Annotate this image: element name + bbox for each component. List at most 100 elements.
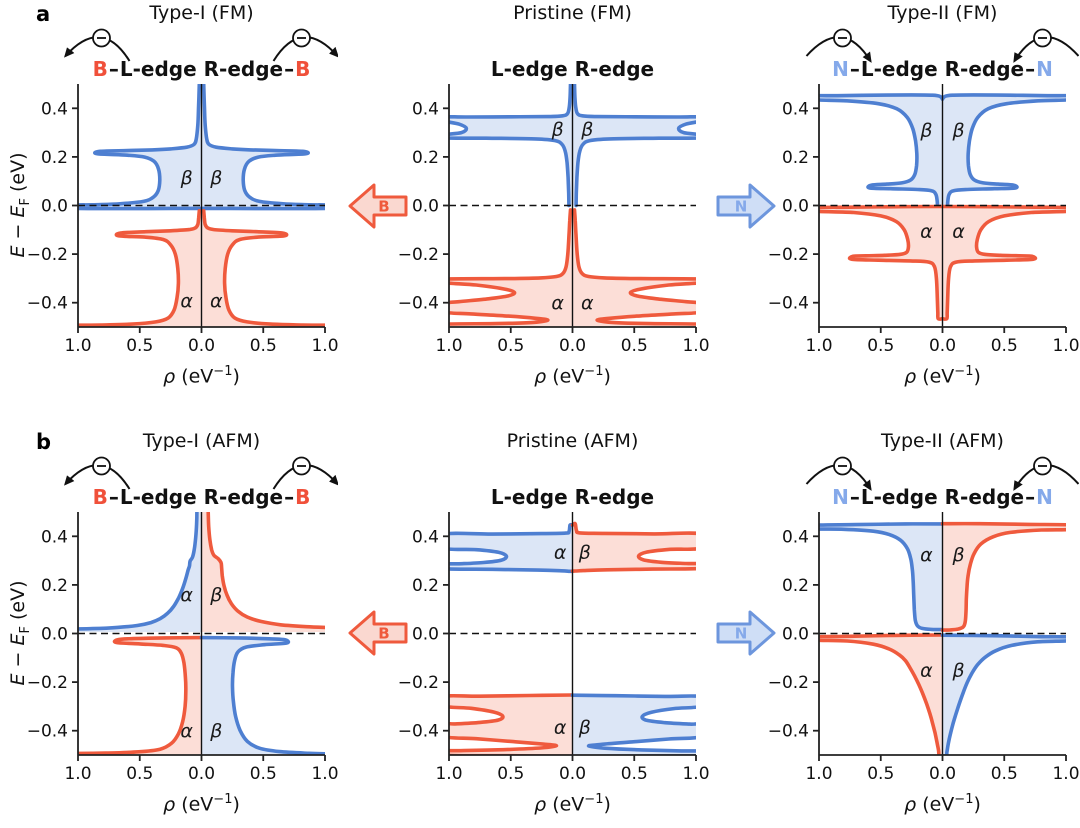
- dos-plot-type1-fm: 0.4 0.2 0.0 −0.2 −0.4 1.0 0.5 0.0 0.5 1.0 β β α α: [27, 28, 338, 356]
- l-edge-label: L-edge: [860, 485, 938, 509]
- dos-curve-blue-L: [819, 522, 945, 632]
- r-edge-label: R-edge: [203, 57, 284, 81]
- arrow-letter-B: B: [378, 198, 389, 216]
- x-axis-label: ρ (eV−1): [449, 364, 696, 387]
- spin-label-β: β: [919, 120, 932, 142]
- panel-title: Pristine (AFM): [506, 430, 639, 452]
- y-tick-label: 0.2: [782, 576, 809, 596]
- y-tick-label: −0.2: [768, 673, 809, 693]
- edge-label: B–L-edge R-edge–B: [78, 485, 325, 509]
- x-axis-label: ρ (eV−1): [819, 364, 1066, 387]
- xlabel-unit: (eV: [175, 365, 214, 388]
- dos-fill-blue-L: [449, 524, 573, 572]
- l-edge-label: L-edge: [490, 485, 568, 509]
- dos-curves: [78, 512, 325, 755]
- dos-fill-red-L: [449, 209, 573, 327]
- y-tick-label: 0.0: [412, 625, 439, 645]
- dash: –: [849, 57, 860, 81]
- y-tick-label: 0.4: [41, 527, 68, 547]
- x-tick-label: 0.5: [621, 336, 648, 356]
- dos-fill-red-R: [572, 209, 696, 327]
- spin-label-α: α: [554, 542, 567, 564]
- xlabel-sup: −1: [584, 792, 604, 807]
- xlabel-sup: −1: [954, 792, 974, 807]
- edge-label: N–L-edge R-edge–N: [819, 485, 1066, 509]
- xlabel-sup: −1: [584, 364, 604, 379]
- x-tick-label: 0.5: [621, 764, 648, 784]
- spin-label-α: α: [210, 290, 223, 312]
- xlabel-rho: ρ: [904, 365, 917, 388]
- n-doping-arrow-right-fm: N: [714, 178, 778, 234]
- dos-fill-blue-R: [942, 635, 1066, 755]
- dos-curve-blue-L: [78, 512, 199, 631]
- spin-label-β: β: [951, 120, 964, 142]
- y-tick-label: 0.4: [41, 99, 68, 119]
- x-tick-label: 0.0: [929, 336, 956, 356]
- dos-fill-blue-L: [78, 512, 202, 632]
- xlabel-close: ): [232, 365, 240, 388]
- x-tick-label: 1.0: [64, 764, 91, 784]
- edge-label: L-edge R-edge: [449, 57, 696, 81]
- r-edge-label: R-edge: [574, 57, 655, 81]
- dos-fill-red-R: [942, 523, 1066, 631]
- dos-curves: [819, 93, 1066, 321]
- spin-label-α: α: [920, 221, 933, 243]
- y-tick-label: −0.2: [27, 245, 68, 265]
- dos-curves: [78, 84, 325, 327]
- dos-fill-red-R: [201, 512, 325, 632]
- dos-fill-red-L: [819, 206, 943, 320]
- spin-label-α: α: [180, 584, 193, 606]
- x-tick-label: 0.5: [250, 764, 277, 784]
- y-tick-label: 0.4: [412, 527, 439, 547]
- spin-label-β: β: [551, 118, 564, 140]
- x-tick-label: 1.0: [805, 764, 832, 784]
- x-tick-label: 0.5: [867, 764, 894, 784]
- x-axis-label: ρ (eV−1): [78, 792, 325, 815]
- x-tick-label: 1.0: [805, 336, 832, 356]
- x-tick-label: 0.0: [559, 764, 586, 784]
- y-tick-label: −0.4: [398, 722, 439, 742]
- dos-plot-type2-fm: 0.4 0.2 0.0 −0.2 −0.4 1.0 0.5 0.0 0.5 1.0 β β α α: [768, 28, 1079, 356]
- x-tick-label: 0.5: [991, 764, 1018, 784]
- dos-curve-red-L: [78, 635, 204, 755]
- dos-fill-blue-R: [201, 84, 325, 209]
- x-tick-label: 1.0: [682, 336, 709, 356]
- x-tick-label: 0.5: [497, 764, 524, 784]
- y-tick-label: 0.2: [412, 148, 439, 168]
- spin-label-β: β: [580, 118, 593, 140]
- dopant-label-left: N: [832, 57, 849, 81]
- x-tick-label: 0.5: [126, 764, 153, 784]
- spin-label-α: α: [180, 720, 193, 742]
- arrow-letter-B: B: [378, 625, 389, 643]
- dopant-label-left: B: [92, 485, 108, 509]
- dos-curve-blue-R: [940, 633, 1066, 755]
- r-edge-label: R-edge: [944, 485, 1025, 509]
- spin-label-α: α: [551, 292, 564, 314]
- dos-curve-red-L: [819, 204, 945, 321]
- spin-label-β: β: [209, 167, 222, 189]
- x-tick-label: 1.0: [311, 764, 338, 784]
- x-tick-label: 0.0: [188, 764, 215, 784]
- dos-curve-blue-R: [940, 93, 1066, 208]
- dash: –: [1025, 57, 1036, 81]
- y-tick-label: 0.4: [782, 527, 809, 547]
- spin-label-β: β: [951, 544, 964, 566]
- xlabel-close: ): [232, 793, 240, 816]
- y-tick-label: 0.4: [412, 99, 439, 119]
- spin-label-β: β: [578, 542, 591, 564]
- x-tick-label: 1.0: [682, 764, 709, 784]
- x-axis-label: ρ (eV−1): [78, 364, 325, 387]
- dos-fill-red-L: [449, 695, 573, 755]
- y-tick-label: 0.2: [41, 148, 68, 168]
- dos-curve-blue-R: [199, 635, 325, 755]
- x-tick-label: 1.0: [311, 336, 338, 356]
- dos-curve-blue-R: [199, 84, 325, 211]
- panel-pristine-afm: 0.4 0.2 0.0 −0.2 −0.4 1.0 0.5 0.0 0.5 1.0 α β α β Pri…: [389, 428, 709, 828]
- r-edge-label: R-edge: [574, 485, 655, 509]
- xlabel-unit: (eV: [916, 365, 955, 388]
- xlabel-close: ): [603, 365, 611, 388]
- xlabel-unit: (eV: [546, 365, 585, 388]
- dos-fill-blue-R: [572, 84, 696, 206]
- x-tick-label: 1.0: [435, 336, 462, 356]
- spin-label-α: α: [952, 221, 965, 243]
